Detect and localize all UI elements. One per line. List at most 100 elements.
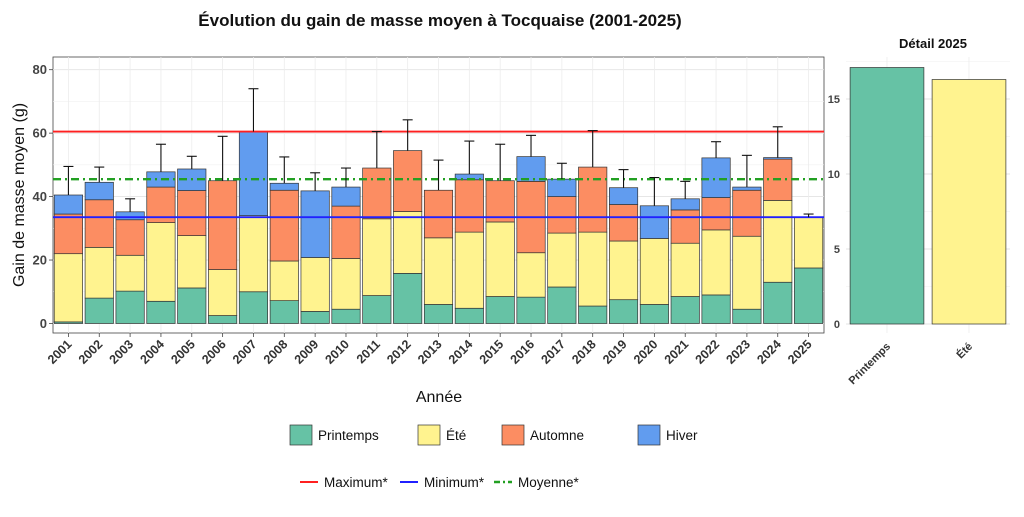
- bar-2023-3: [732, 186, 762, 191]
- bar-2012-1: [393, 211, 423, 274]
- bar-2015-1: [485, 221, 515, 297]
- bar-2024-0: [763, 281, 793, 324]
- main-y-tick-label-3: 60: [33, 126, 47, 141]
- detail-bar-1: [931, 79, 1007, 325]
- bar-2001-1: [53, 253, 83, 323]
- bar-2010-2: [331, 205, 361, 259]
- bar-2005-1: [177, 235, 207, 289]
- legend-swatch-2: [501, 424, 525, 446]
- legend-line-label-0: Maximum*: [324, 475, 389, 490]
- bar-2014-0: [454, 307, 484, 324]
- bar-2003-3: [115, 211, 145, 221]
- bar-2018-2: [578, 166, 608, 233]
- bar-2019-1: [609, 240, 639, 301]
- bar-2007-1: [238, 215, 268, 293]
- legend-line-label-2: Moyenne*: [518, 475, 580, 490]
- bar-2006-0: [208, 315, 238, 324]
- bar-2017-1: [547, 232, 577, 288]
- bar-2019-3: [609, 187, 639, 205]
- bar-2002-0: [84, 297, 114, 324]
- bar-2005-0: [177, 287, 207, 324]
- bar-2001-3: [53, 194, 83, 215]
- bar-2022-2: [701, 197, 731, 231]
- x-tick-label-2018: 2018: [569, 337, 599, 367]
- bar-2011-2: [362, 167, 392, 220]
- bar-2024-1: [763, 200, 793, 283]
- bar-2007-0: [238, 291, 268, 324]
- detail-y-tick-label-0: 0: [834, 319, 840, 331]
- x-tick-label-2025: 2025: [785, 337, 815, 367]
- bar-2012-2: [393, 150, 423, 212]
- detail-bars: [849, 67, 1007, 325]
- x-tick-label-2006: 2006: [199, 337, 229, 367]
- detail-plot-panel: 0 5 10 15 Printemps Été: [828, 57, 1010, 387]
- x-tick-label-2005: 2005: [168, 337, 198, 367]
- detail-x-ticks: Printemps Été: [847, 340, 976, 387]
- legend-swatch-1: [417, 424, 441, 446]
- bar-2019-0: [609, 299, 639, 324]
- bar-2024-3: [763, 157, 793, 160]
- bar-2007-3: [238, 131, 268, 216]
- x-tick-label-2019: 2019: [600, 337, 630, 367]
- x-tick-label-2007: 2007: [230, 337, 260, 367]
- bar-2006-1: [208, 269, 238, 316]
- main-y-tick-label-0: 0: [40, 316, 47, 331]
- detail-y-tick-label-1: 5: [834, 244, 840, 256]
- bar-2018-0: [578, 305, 608, 324]
- x-tick-label-2024: 2024: [754, 337, 784, 367]
- x-tick-label-2009: 2009: [292, 337, 322, 367]
- x-tick-label-2022: 2022: [693, 337, 723, 367]
- bar-2005-2: [177, 190, 207, 236]
- legend-label-2: Automne: [530, 428, 584, 443]
- x-tick-label-2015: 2015: [477, 337, 507, 367]
- x-tick-label-2014: 2014: [446, 337, 476, 367]
- bar-2018-1: [578, 231, 608, 307]
- bar-2009-1: [300, 257, 330, 312]
- x-tick-label-2012: 2012: [384, 337, 414, 367]
- x-tick-label-2001: 2001: [45, 337, 75, 367]
- bar-2010-3: [331, 186, 361, 207]
- bar-2014-1: [454, 231, 484, 309]
- detail-title: Détail 2025: [899, 36, 967, 51]
- main-y-tick-label-4: 80: [33, 62, 47, 77]
- main-y-tick-label-1: 20: [33, 253, 47, 268]
- bar-2022-3: [701, 157, 731, 198]
- bar-2002-2: [84, 199, 114, 248]
- bar-2025-1: [794, 216, 824, 269]
- x-axis-label: Année: [416, 389, 462, 406]
- x-tick-label-2013: 2013: [415, 337, 445, 367]
- bar-2015-0: [485, 296, 515, 324]
- main-y-tick-label-2: 40: [33, 189, 47, 204]
- detail-y-tick-label-2: 10: [828, 169, 840, 181]
- chart-title: Évolution du gain de masse moyen à Tocqu…: [198, 11, 681, 30]
- bar-2009-0: [300, 311, 330, 324]
- bar-2019-2: [609, 204, 639, 242]
- x-tick-label-2020: 2020: [631, 337, 661, 367]
- bar-2013-1: [423, 237, 454, 305]
- bar-2009-3: [300, 190, 330, 258]
- detail-x-tick-label-1: Été: [954, 340, 975, 361]
- bar-2023-2: [732, 189, 762, 237]
- bar-2003-0: [115, 290, 145, 324]
- bar-2013-2: [423, 189, 454, 239]
- error-bars: [63, 88, 814, 218]
- legend-line-label-1: Minimum*: [424, 475, 485, 490]
- bar-2020-1: [639, 238, 669, 305]
- bar-2017-3: [547, 178, 577, 197]
- bar-2011-1: [362, 218, 392, 296]
- bar-2001-2: [53, 213, 83, 255]
- x-tick-label-2016: 2016: [508, 337, 538, 367]
- bar-2008-3: [269, 182, 299, 191]
- bar-2003-2: [115, 219, 145, 256]
- bar-2004-1: [146, 222, 176, 302]
- x-tick-label-2017: 2017: [538, 337, 568, 367]
- legend-swatch-3: [637, 424, 661, 446]
- bar-2021-1: [670, 242, 700, 297]
- detail-x-tick-label-0: Printemps: [847, 341, 894, 388]
- bar-2010-0: [331, 308, 361, 324]
- bar-2004-3: [146, 171, 176, 188]
- x-tick-label-2023: 2023: [723, 337, 753, 367]
- reference-line-legend: Maximum* Minimum* Moyenne*: [300, 475, 580, 490]
- bar-2016-3: [516, 156, 546, 182]
